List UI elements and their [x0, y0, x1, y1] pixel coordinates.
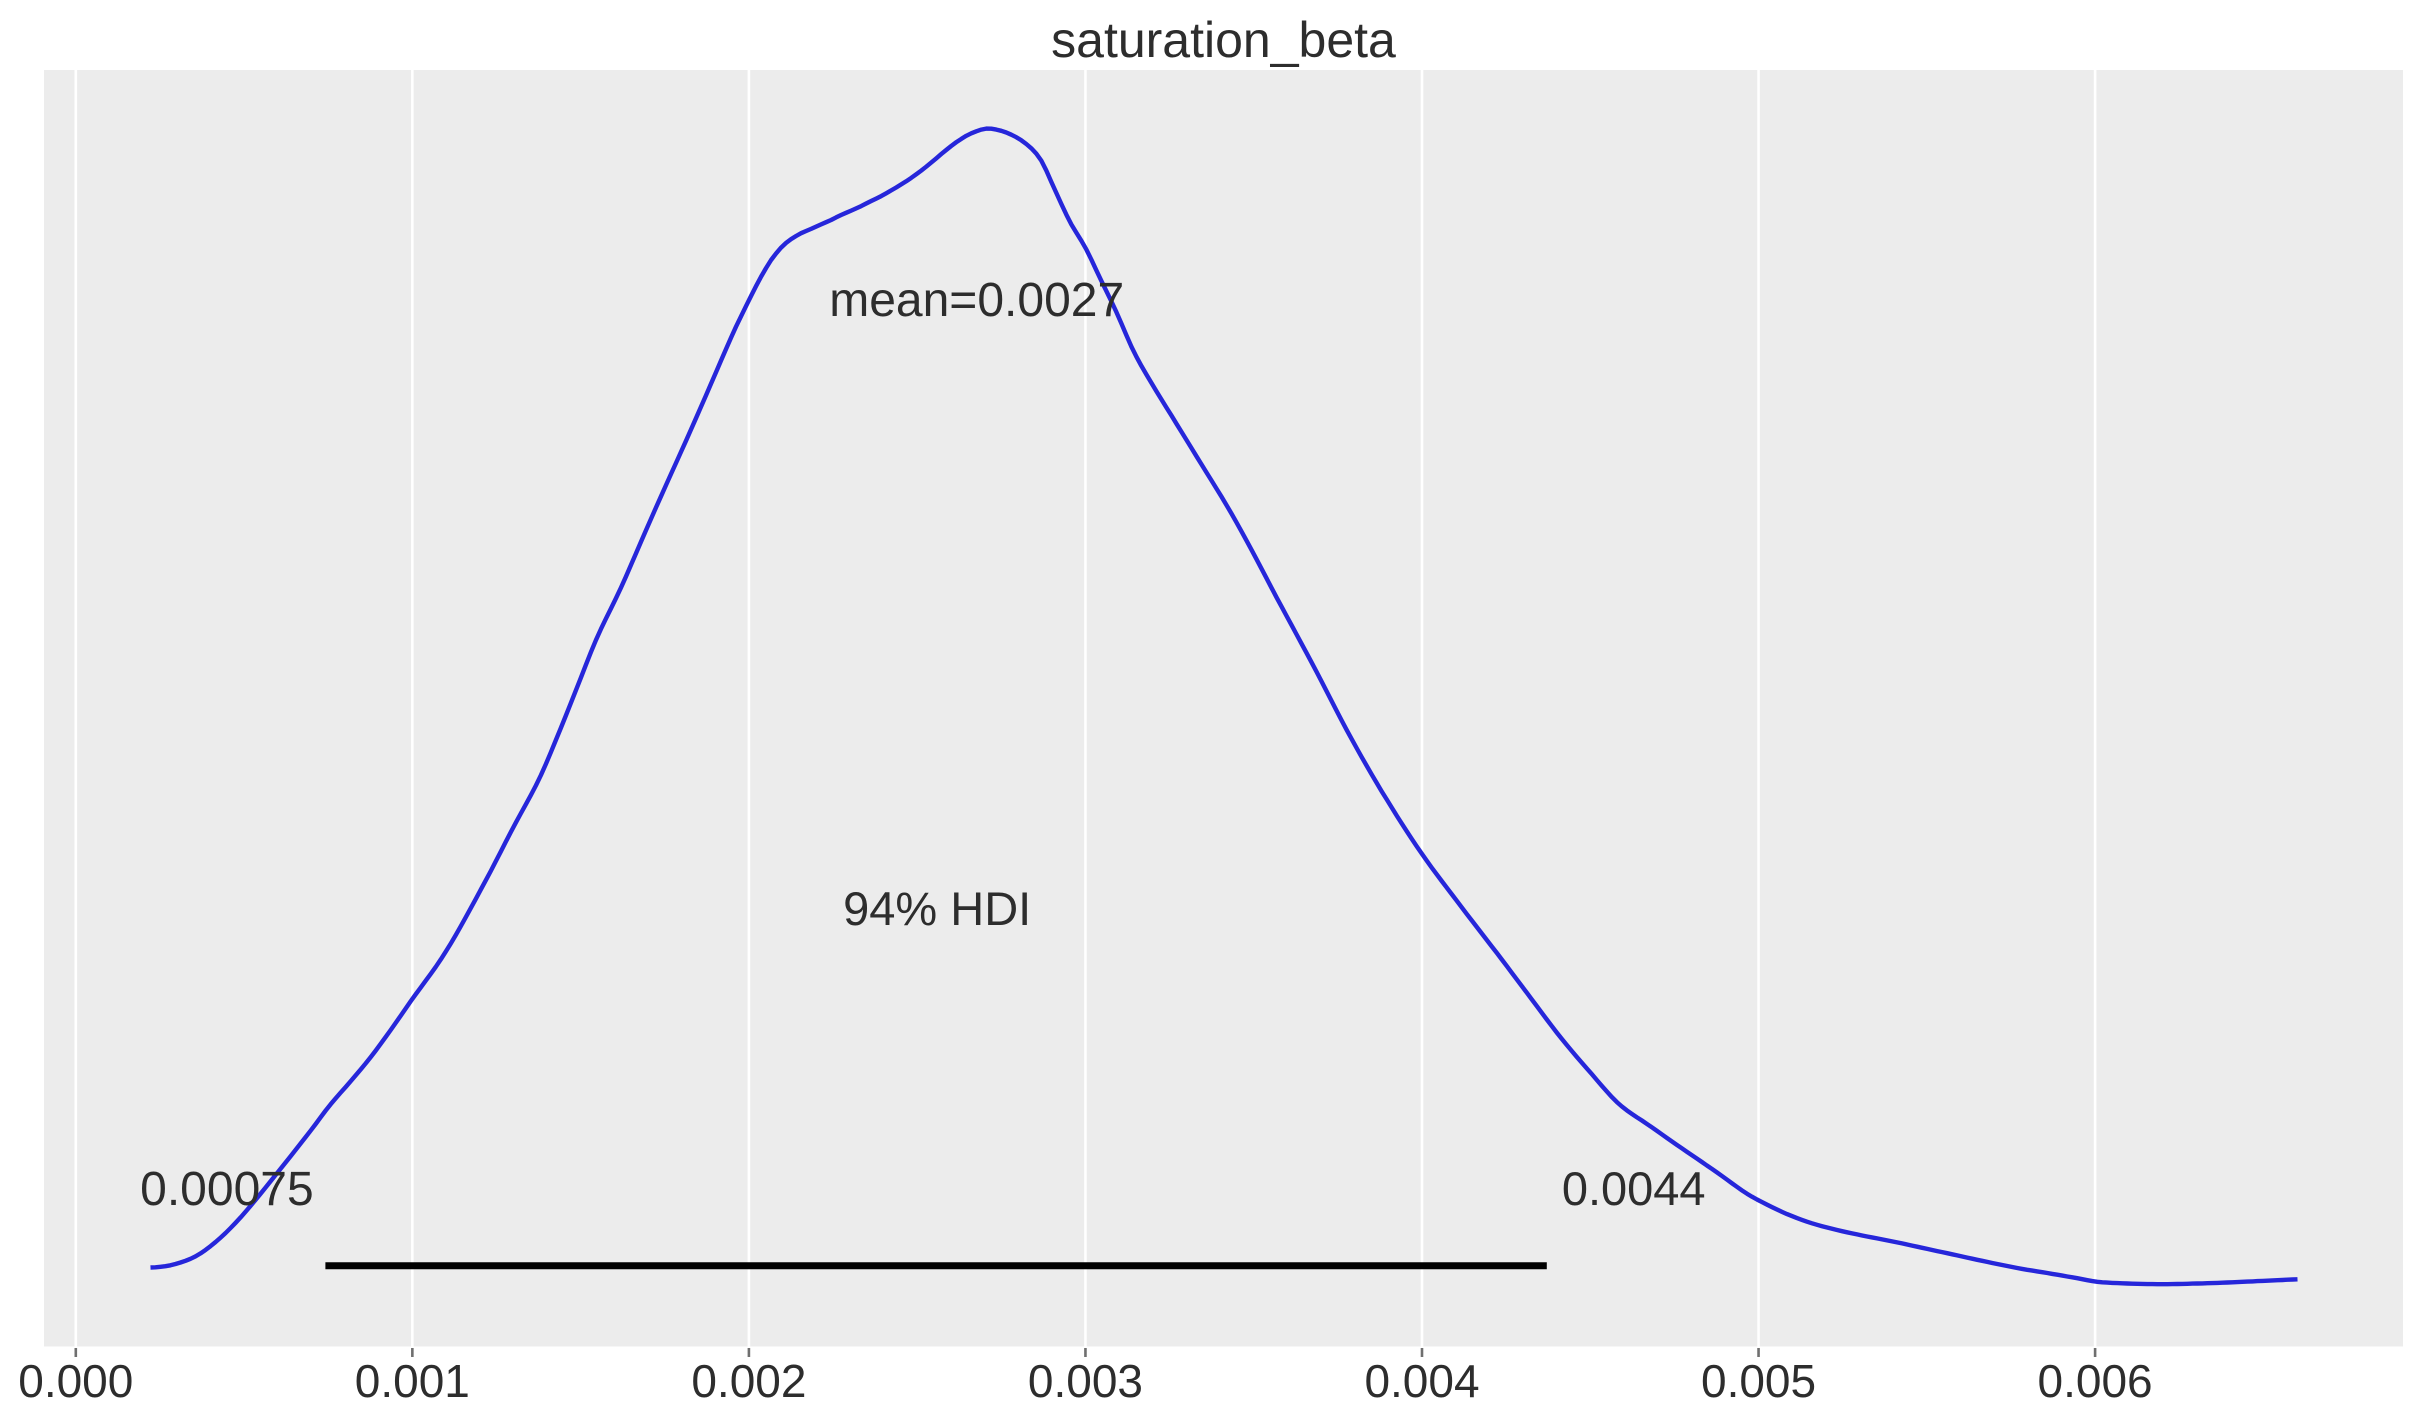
svg-text:0.00075: 0.00075 — [140, 1163, 314, 1216]
svg-text:0.000: 0.000 — [18, 1355, 133, 1407]
svg-text:0.0044: 0.0044 — [1562, 1162, 1706, 1215]
svg-text:0.004: 0.004 — [1364, 1355, 1479, 1407]
svg-text:0.005: 0.005 — [1701, 1355, 1816, 1407]
svg-text:0.006: 0.006 — [2038, 1355, 2153, 1407]
svg-text:0.002: 0.002 — [691, 1355, 806, 1407]
svg-text:mean=0.0027: mean=0.0027 — [829, 274, 1124, 327]
svg-text:saturation_beta: saturation_beta — [1051, 12, 1396, 68]
svg-text:0.001: 0.001 — [355, 1355, 470, 1407]
svg-text:0.003: 0.003 — [1028, 1355, 1143, 1407]
svg-text:94% HDI: 94% HDI — [843, 882, 1031, 935]
